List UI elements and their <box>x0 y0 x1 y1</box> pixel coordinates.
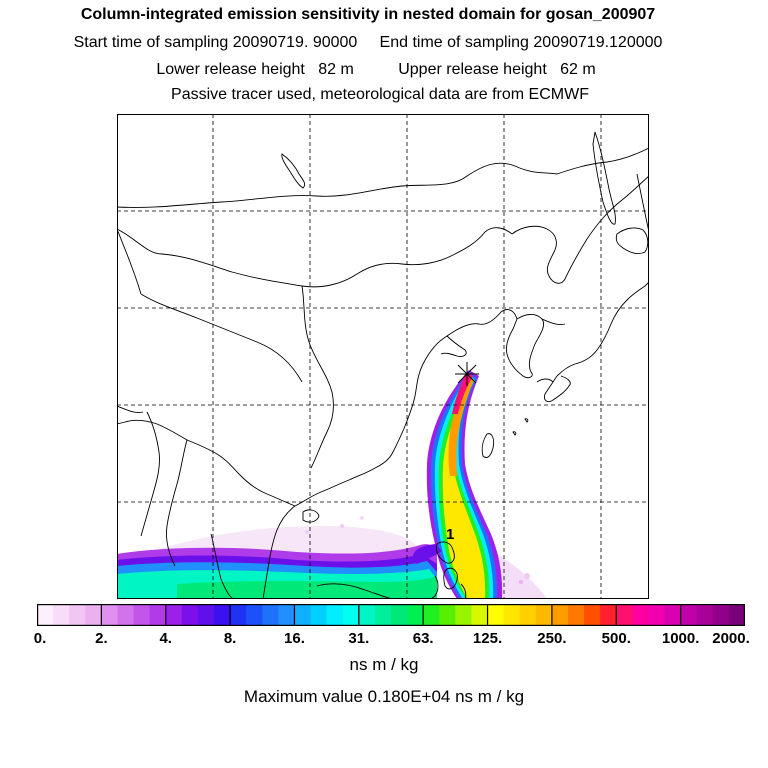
colorbar-cell <box>37 604 54 626</box>
colorbar-units: ns m / kg <box>349 655 419 674</box>
tracer-info-line: Passive tracer used, meteorological data… <box>171 86 589 103</box>
sampling-time-line: Start time of sampling 20090719. 90000 E… <box>73 34 663 51</box>
colorbar-cells <box>37 604 745 626</box>
colorbar-tick-label: 16. <box>284 630 305 647</box>
colorbar-dividers <box>100 604 682 626</box>
colorbar-cell <box>632 604 649 626</box>
colorbar-tick-label: 1000. <box>661 630 700 647</box>
colorbar-frame <box>37 604 745 626</box>
emission-sensitivity-map: 1 <box>117 114 649 599</box>
colorbar-cell <box>584 604 601 626</box>
colorbar-cell <box>551 604 569 626</box>
colorbar-cell <box>262 604 279 626</box>
colorbar-cell <box>728 604 745 626</box>
colorbar-cell <box>85 604 102 626</box>
colorbar-cell <box>471 604 489 626</box>
colorbar-cell <box>680 604 698 626</box>
colorbar-tick-label: 4. <box>159 630 172 647</box>
colorbar-tick-label: 63. <box>412 630 434 647</box>
colorbar-cell <box>133 604 151 626</box>
colorbar-cell <box>664 604 682 626</box>
colorbar-tick-label: 2000. <box>712 630 750 647</box>
sensitivity-field <box>117 370 547 599</box>
colorbar-cell <box>214 604 231 626</box>
colorbar-tick-label: 125. <box>472 630 503 647</box>
colorbar-tick-label: 2. <box>95 630 108 647</box>
map-frame <box>117 114 649 599</box>
colorbar-tick-label: 250. <box>537 630 567 647</box>
colorbar-cell <box>53 604 70 626</box>
colorbar-cell <box>439 604 456 626</box>
colorbar-cell <box>197 604 215 626</box>
colorbar <box>37 604 745 626</box>
colorbar-cell <box>535 604 553 626</box>
colorbar-tick-label: 0. <box>33 630 47 647</box>
colorbar-cell <box>310 604 328 626</box>
colorbar-cell <box>600 604 617 626</box>
colorbar-cell <box>181 604 199 626</box>
colorbar-cell <box>230 604 247 626</box>
colorbar-cell <box>648 604 666 626</box>
colorbar-tick-label: 31. <box>348 630 370 647</box>
colorbar-cell <box>69 604 86 626</box>
coastlines <box>117 131 649 599</box>
colorbar-cell <box>101 604 118 626</box>
star-cross-icon <box>455 362 479 386</box>
colorbar-cell <box>455 604 472 626</box>
colorbar-cell <box>423 604 440 626</box>
colorbar-cell <box>358 604 376 626</box>
colorbar-cell <box>503 604 521 626</box>
colorbar-cell <box>246 604 263 626</box>
colorbar-cell <box>117 604 135 626</box>
colorbar-cell <box>487 604 505 626</box>
colorbar-cell <box>149 604 167 626</box>
maximum-value-text: Maximum value 0.180E+04 ns m / kg <box>243 687 525 706</box>
map-title: Column-integrated emission sensitivity i… <box>80 6 656 23</box>
colorbar-cell <box>407 604 424 626</box>
cluster-label: 1 <box>446 526 454 543</box>
release-height-line: Lower release height 82 m Upper release … <box>156 61 596 78</box>
colorbar-cell <box>294 604 312 626</box>
colorbar-tick-label: 500. <box>601 630 631 647</box>
colorbar-cell <box>712 604 730 626</box>
colorbar-cell <box>165 604 183 626</box>
colorbar-cell <box>616 604 633 626</box>
colorbar-cell <box>568 604 585 626</box>
colorbar-cell <box>519 604 537 626</box>
colorbar-cell <box>326 604 344 626</box>
colorbar-tick-label: 8. <box>223 630 237 647</box>
colorbar-cell <box>278 604 295 626</box>
graticule <box>117 114 649 599</box>
colorbar-cell <box>342 604 360 626</box>
colorbar-cell <box>696 604 714 626</box>
colorbar-cell <box>391 604 408 626</box>
colorbar-cell <box>374 604 392 626</box>
